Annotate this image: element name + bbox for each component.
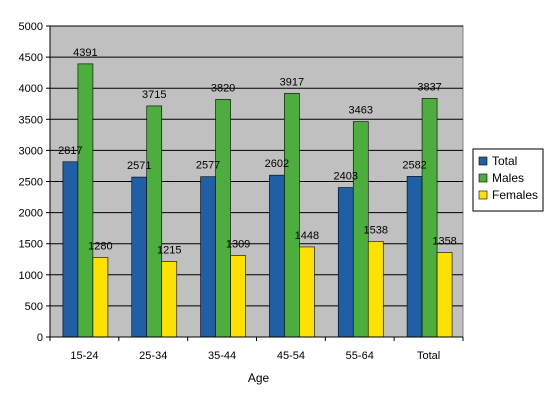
data-label: 2582 (402, 159, 426, 171)
y-tick-label: 1500 (19, 239, 43, 251)
bar-females (367, 241, 384, 338)
x-tick-label: 45-54 (277, 350, 305, 362)
y-tick-label: 500 (25, 301, 43, 313)
y-tick-label: 3000 (19, 145, 43, 157)
y-tick-label: 0 (37, 332, 43, 344)
bar-males (421, 98, 438, 338)
legend-label: Males (492, 171, 524, 185)
legend-swatch (478, 156, 488, 166)
y-tick-label: 4000 (19, 83, 43, 95)
data-label: 1280 (88, 240, 112, 252)
data-label: 2403 (334, 171, 358, 183)
legend-label: Total (492, 154, 517, 168)
data-label: 3917 (280, 76, 304, 88)
bar-females (92, 257, 109, 338)
bar-total (269, 174, 285, 338)
bar-females (436, 252, 453, 338)
value-labels: 2817 4391 1280 2571 3715 1215 2577 3820 1309 2602… (58, 47, 457, 257)
data-label: 1309 (226, 239, 250, 251)
gridlines (50, 25, 463, 307)
bars (62, 63, 453, 338)
x-tick-labels: 15-24 25-34 35-44 45-54 55-64 Total (70, 350, 440, 362)
data-label: 1358 (432, 236, 456, 248)
data-label: 1538 (364, 224, 388, 236)
x-tick-label: 55-64 (346, 350, 374, 362)
x-tick-label: 15-24 (70, 350, 98, 362)
bar-total (406, 176, 423, 338)
legend-swatch (478, 190, 488, 200)
data-label: 1215 (157, 244, 181, 256)
data-label: 2602 (265, 158, 289, 170)
bar-females (299, 246, 315, 338)
y-tick-label: 2000 (19, 208, 43, 220)
legend-swatch (478, 173, 488, 183)
bar-males (284, 93, 300, 338)
x-axis-label: Age (248, 371, 270, 385)
x-tick-label: Total (417, 350, 440, 362)
axes (46, 25, 464, 341)
data-label: 3463 (349, 105, 373, 117)
x-tick-label: 35-44 (208, 350, 236, 362)
data-label: 2577 (196, 160, 220, 172)
bar-total (62, 161, 79, 338)
bar-males (146, 105, 163, 338)
x-tick-label: 25-34 (139, 350, 167, 362)
bar-total (337, 187, 354, 338)
y-tick-label: 5000 (19, 21, 43, 33)
data-label: 3715 (142, 89, 166, 101)
bar-females (230, 255, 246, 338)
bar-total (200, 176, 216, 338)
legend-label: Females (492, 188, 538, 202)
y-tick-label: 2500 (19, 177, 43, 189)
y-tick-label: 1000 (19, 270, 43, 282)
data-label: 2817 (58, 145, 82, 157)
y-tick-labels: 0 500 1000 1500 2000 2500 3000 3500 4000 4500 5000 (19, 21, 43, 344)
bar-total (131, 176, 148, 338)
data-label: 3837 (417, 81, 441, 93)
data-label: 2571 (127, 160, 151, 172)
bar-males (77, 63, 94, 338)
legend: Total Males Females (472, 148, 544, 212)
y-tick-label: 4500 (19, 52, 43, 64)
data-label: 4391 (73, 47, 97, 59)
bar-males (215, 99, 231, 338)
data-label: 3820 (211, 82, 235, 94)
bar-females (161, 261, 178, 338)
y-tick-label: 3500 (19, 114, 43, 126)
data-label: 1448 (295, 230, 319, 242)
